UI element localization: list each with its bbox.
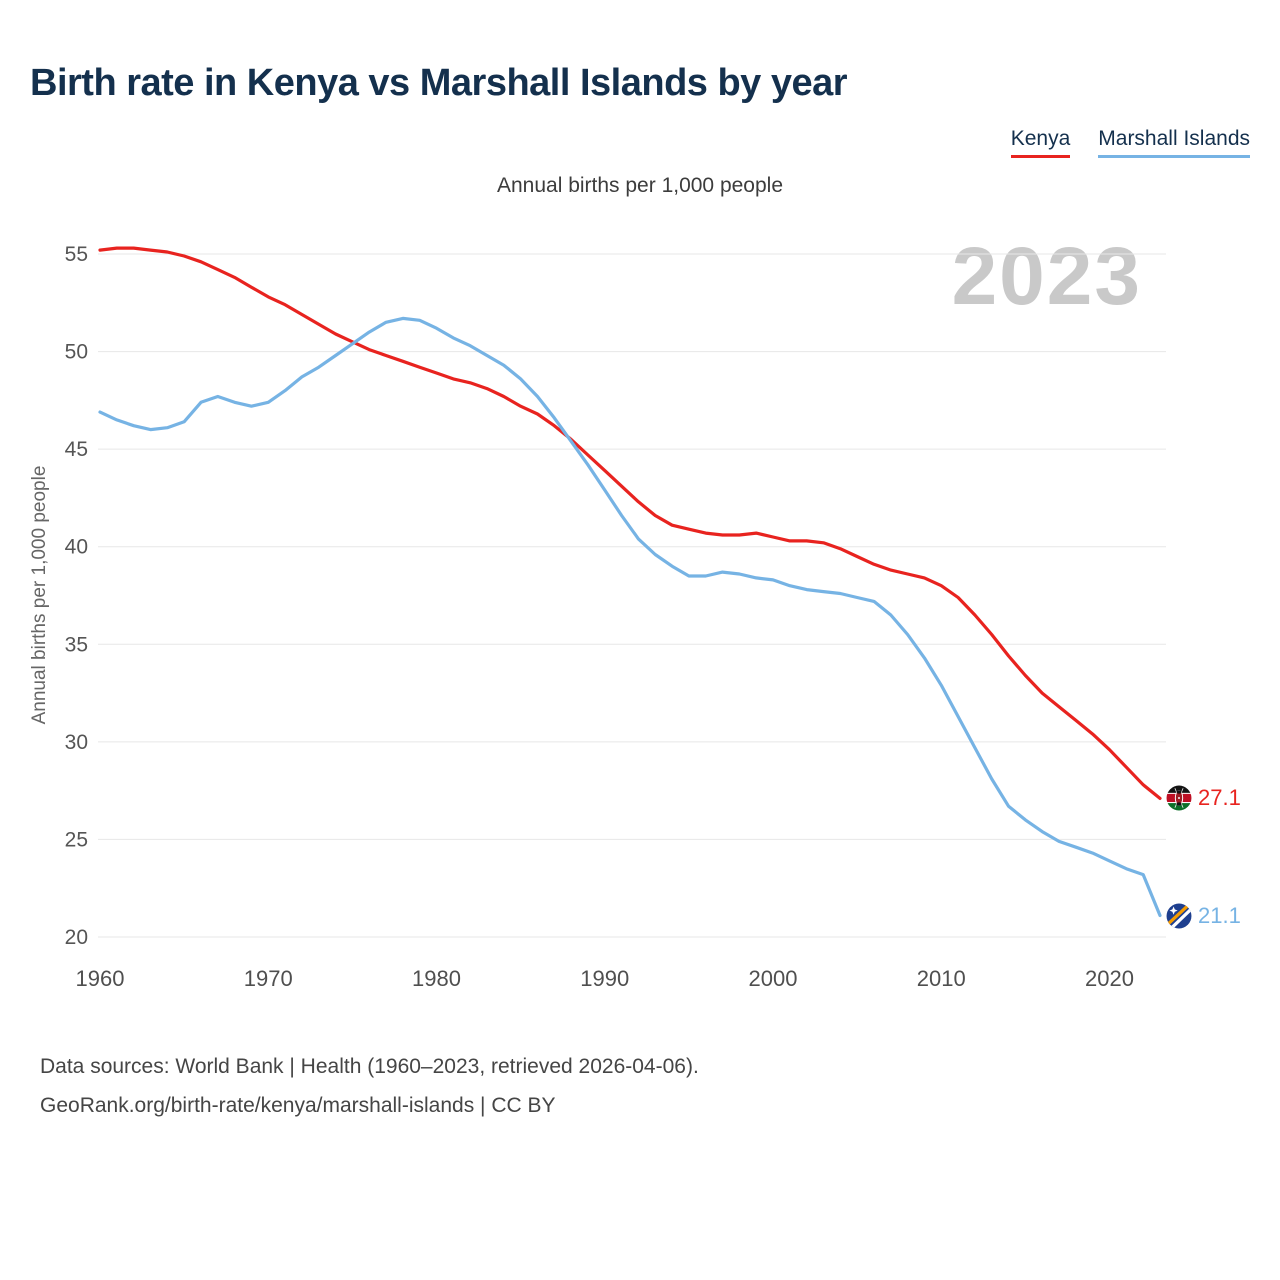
legend-item-kenya[interactable]: Kenya bbox=[1010, 127, 1071, 158]
x-tick-label: 2020 bbox=[1085, 966, 1134, 991]
legend-item-marshall-islands[interactable]: Marshall Islands bbox=[1098, 127, 1250, 158]
y-tick-label: 30 bbox=[65, 731, 88, 754]
x-tick-label: 1980 bbox=[412, 966, 461, 991]
x-tick-label: 1960 bbox=[76, 966, 125, 991]
page-title: Birth rate in Kenya vs Marshall Islands … bbox=[30, 62, 848, 104]
marshall-islands-flag-icon bbox=[1166, 903, 1192, 928]
marshall-islands-end-marker: 21.1 bbox=[1166, 903, 1241, 929]
kenya-end-marker: 27.1 bbox=[1166, 785, 1241, 811]
chart-subtitle: Annual births per 1,000 people bbox=[496, 174, 784, 197]
kenya-end-value: 27.1 bbox=[1198, 785, 1241, 811]
x-tick-label: 1970 bbox=[244, 966, 293, 991]
header: Birth rate in Kenya vs Marshall Islands … bbox=[0, 0, 1280, 105]
x-tick-label: 2010 bbox=[917, 966, 966, 991]
y-tick-label: 55 bbox=[65, 243, 88, 266]
legend: Kenya Marshall Islands bbox=[0, 105, 1280, 158]
chart-canvas: 20 25 30 35 40 45 50 55 1960 1970 1980 1990 2000 2010… bbox=[65, 243, 1166, 991]
chart-area: 2023 Annual births per 1,000 people 20 25… bbox=[0, 212, 1280, 1012]
watermark-year: 2023 bbox=[951, 231, 1142, 322]
y-tick-label: 45 bbox=[65, 438, 88, 461]
series-line-0 bbox=[98, 246, 1162, 801]
marshall-islands-end-value: 21.1 bbox=[1198, 902, 1241, 928]
footer: Data sources: World Bank | Health (1960–… bbox=[40, 1048, 1240, 1126]
x-tick-label: 2000 bbox=[749, 966, 798, 991]
y-tick-label: 25 bbox=[65, 828, 88, 851]
footer-sources: Data sources: World Bank | Health (1960–… bbox=[40, 1055, 699, 1078]
y-tick-label: 50 bbox=[65, 341, 88, 364]
x-tick-label: 1990 bbox=[580, 966, 629, 991]
y-tick-label: 40 bbox=[65, 536, 88, 559]
footer-url: GeoRank.org/birth-rate/kenya/marshall-is… bbox=[40, 1093, 556, 1117]
kenya-flag-icon bbox=[1166, 785, 1192, 811]
y-tick-label: 20 bbox=[65, 926, 88, 949]
y-tick-label: 35 bbox=[65, 633, 88, 656]
series-line-1 bbox=[98, 316, 1162, 918]
